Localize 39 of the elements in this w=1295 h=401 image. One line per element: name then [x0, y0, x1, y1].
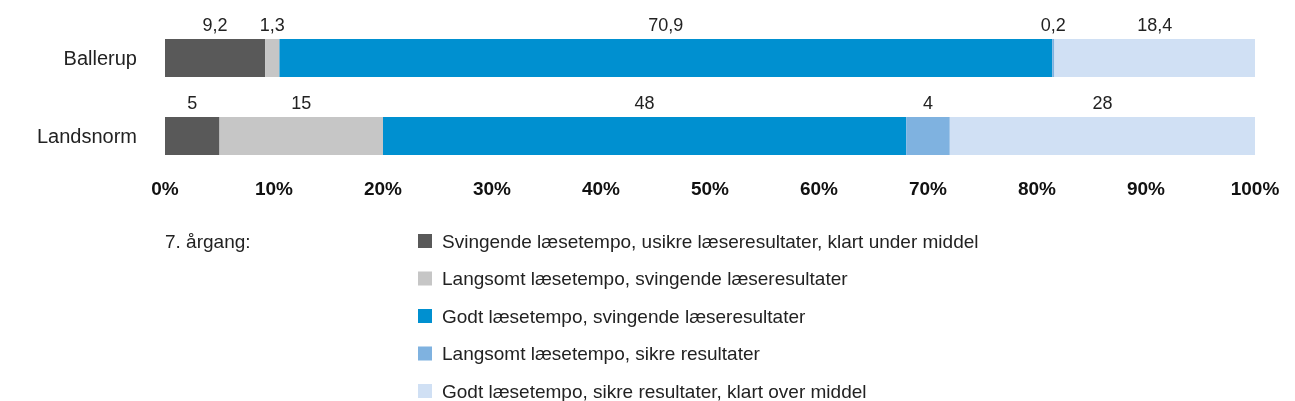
legend-title: 7. årgang:: [165, 230, 251, 252]
data-label: 15: [291, 93, 312, 113]
bar: [265, 39, 280, 77]
x-tick-label: 10%: [254, 177, 294, 199]
bar: [949, 117, 1255, 155]
x-tick-label: 80%: [1017, 177, 1057, 199]
bar: [219, 117, 383, 155]
legend-label: Langsomt læsetempo, svingende læseresultater: [442, 268, 849, 290]
legend-label: Godt læsetempo, sikre resultater, klart over middel: [442, 380, 867, 401]
bar: [165, 39, 266, 77]
x-tick-label: 90%: [1126, 177, 1166, 199]
bar: [1052, 39, 1055, 77]
data-label: 1,3: [259, 15, 285, 35]
x-tick-label: 20%: [363, 177, 403, 199]
data-label: 28: [1092, 93, 1113, 113]
bar: [165, 117, 220, 155]
x-tick-label: 40%: [581, 177, 621, 199]
legend-label: Godt læsetempo, svingende læseresultater: [442, 305, 806, 327]
data-label: 9,2: [202, 15, 228, 35]
bar: [279, 39, 1053, 77]
x-tick-label: 100%: [1230, 177, 1280, 199]
data-label: 18,4: [1137, 15, 1173, 35]
x-tick-label: 70%: [908, 177, 948, 199]
x-tick-label: 0%: [151, 177, 179, 199]
x-tick-label: 50%: [690, 177, 730, 199]
data-label: 48: [634, 93, 655, 113]
legend-label: Svingende læsetempo, usikre læseresultater, klart under middel: [442, 230, 979, 252]
x-tick-label: 30%: [472, 177, 512, 199]
data-label: 4: [922, 93, 934, 113]
legend-label: Langsomt læsetempo, sikre resultater: [442, 343, 761, 365]
bar: [1054, 39, 1255, 77]
bar: [383, 117, 907, 155]
data-label: 0,2: [1040, 15, 1066, 35]
data-label: 5: [187, 93, 198, 113]
data-label: 70,9: [648, 15, 684, 35]
y-tick-label: Ballerup: [63, 47, 137, 69]
bar: [906, 117, 950, 155]
x-tick-label: 60%: [799, 177, 839, 199]
y-tick-label: Landsnorm: [36, 125, 137, 147]
